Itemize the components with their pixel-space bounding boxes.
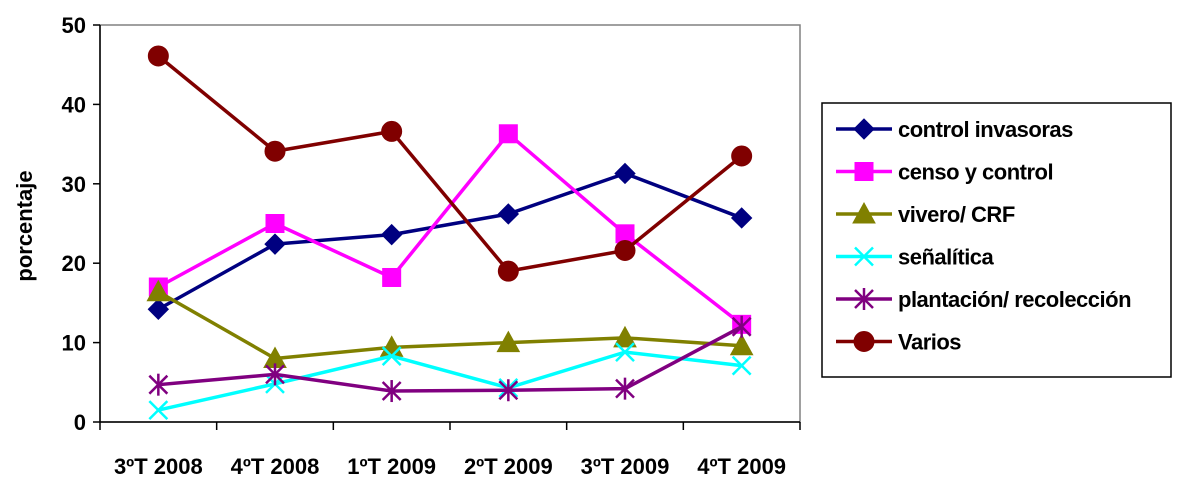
legend-marker bbox=[852, 201, 876, 224]
data-point bbox=[147, 45, 169, 67]
data-point bbox=[497, 260, 519, 282]
legend-marker bbox=[853, 331, 875, 352]
data-point bbox=[730, 207, 753, 229]
legend-box bbox=[821, 102, 1172, 378]
marker-stroke bbox=[381, 346, 402, 366]
data-point bbox=[147, 298, 170, 320]
data-point bbox=[614, 239, 636, 261]
legend-item: control invasoras bbox=[836, 117, 1074, 142]
legend-marker bbox=[854, 162, 874, 181]
legend-label: vivero/ CRF bbox=[898, 202, 1015, 227]
legend-label: Varios bbox=[898, 330, 961, 355]
data-point bbox=[382, 267, 402, 287]
series-varios bbox=[147, 45, 753, 282]
data-point bbox=[729, 333, 754, 356]
y-tick-label: 50 bbox=[62, 13, 86, 38]
data-point bbox=[731, 315, 752, 338]
data-point bbox=[148, 373, 169, 396]
series-line bbox=[157, 290, 742, 361]
data-point bbox=[615, 342, 635, 363]
data-point bbox=[265, 214, 285, 233]
y-axis-title: porcentaje bbox=[12, 170, 37, 281]
y-tick-label: 40 bbox=[62, 92, 86, 117]
legend-label: plantación/ recolección bbox=[898, 287, 1131, 312]
series-line bbox=[158, 325, 743, 393]
y-tick-label: 20 bbox=[62, 251, 86, 276]
marker-stroke bbox=[731, 355, 752, 376]
data-point bbox=[381, 346, 402, 366]
x-category-label: 1ºT 2009 bbox=[347, 454, 436, 479]
legend-marker bbox=[854, 246, 874, 267]
data-point bbox=[614, 162, 636, 185]
series-line bbox=[157, 350, 742, 412]
legend: control invasoras censo y control vivero/ … bbox=[821, 102, 1172, 378]
data-point bbox=[146, 279, 171, 302]
x-category-label: 3ºT 2009 bbox=[581, 454, 670, 479]
legend-marker bbox=[853, 118, 875, 140]
x-category-label: 4ºT 2008 bbox=[231, 454, 320, 479]
data-point bbox=[148, 400, 169, 420]
legend-label: señalítica bbox=[898, 245, 995, 270]
data-point bbox=[264, 233, 286, 255]
series-control-invasoras bbox=[147, 162, 753, 320]
legend-item: plantación/ recolección bbox=[836, 287, 1132, 312]
data-point bbox=[613, 325, 637, 348]
plot-area: 0 10 20 30 40 50 3ºT 2008 4ºT 2008 1ºT 2009 2ºT 2… bbox=[62, 13, 801, 479]
series-line bbox=[157, 132, 743, 326]
legend-item: censo y control bbox=[836, 160, 1054, 185]
legend-label: control invasoras bbox=[898, 117, 1073, 142]
legend-label: censo y control bbox=[898, 160, 1053, 185]
marker-stroke bbox=[615, 342, 635, 363]
y-tick-label: 10 bbox=[62, 331, 86, 356]
series-line bbox=[157, 54, 743, 273]
data-point bbox=[731, 145, 753, 167]
marker-stroke bbox=[854, 246, 874, 267]
legend-marker bbox=[854, 288, 874, 310]
data-point bbox=[731, 355, 752, 376]
y-tick-label: 0 bbox=[74, 410, 86, 435]
series-line bbox=[157, 171, 743, 311]
data-point bbox=[381, 380, 402, 403]
data-point bbox=[497, 203, 520, 225]
x-category-label: 3ºT 2008 bbox=[114, 454, 203, 479]
data-point bbox=[380, 223, 403, 246]
data-point bbox=[615, 377, 635, 400]
x-category-label: 4ºT 2009 bbox=[697, 454, 786, 479]
marker-stroke bbox=[148, 400, 169, 420]
legend-item: vivero/ CRF bbox=[836, 201, 1015, 227]
legend-item: Varios bbox=[836, 330, 962, 355]
data-point bbox=[498, 124, 518, 144]
x-category-label: 2ºT 2009 bbox=[464, 454, 553, 479]
data-point bbox=[381, 120, 403, 142]
data-point bbox=[264, 140, 286, 162]
y-tick-label: 30 bbox=[62, 172, 86, 197]
legend-item: señalítica bbox=[836, 245, 995, 270]
series-plantaci-n-recolecci-n bbox=[148, 315, 752, 403]
data-point bbox=[496, 330, 521, 353]
data-point bbox=[265, 363, 285, 386]
data-point bbox=[498, 379, 519, 402]
